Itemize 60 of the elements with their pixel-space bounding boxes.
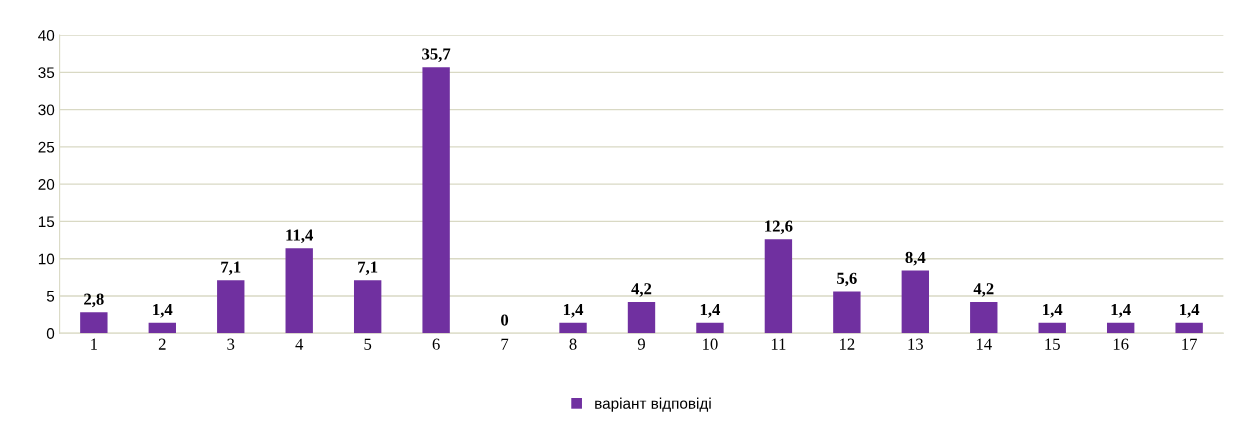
data-label: 1,4 <box>700 304 721 318</box>
y-tick-label: 25 <box>38 141 55 153</box>
x-tick-label: 13 <box>908 338 923 350</box>
y-tick-label: 30 <box>38 104 55 116</box>
legend-label: варіант відповіді <box>595 397 711 412</box>
x-tick-label: 16 <box>1113 338 1129 350</box>
data-label: 4,2 <box>631 283 652 297</box>
y-tick-label: 10 <box>38 253 55 265</box>
bar <box>1038 322 1066 334</box>
y-tick-label: 40 <box>38 29 55 41</box>
y-tick-label: 0 <box>46 328 55 339</box>
bar <box>148 322 176 334</box>
bar <box>559 322 587 334</box>
data-label: 7,1 <box>358 261 378 276</box>
bar <box>422 67 450 334</box>
x-tick-label: 14 <box>976 338 992 350</box>
x-tick-label: 4 <box>295 338 304 350</box>
data-label: 35,7 <box>422 48 451 63</box>
y-tick-label: 35 <box>38 67 55 79</box>
bar <box>696 322 724 334</box>
x-tick-label: 12 <box>839 338 855 350</box>
x-tick-label: 5 <box>364 338 372 350</box>
bar <box>833 291 861 334</box>
bar <box>1106 322 1135 334</box>
data-label: 2,8 <box>84 293 104 308</box>
bar <box>353 280 382 334</box>
x-tick-label: 9 <box>637 338 645 350</box>
bar <box>285 248 313 334</box>
bar <box>627 301 656 334</box>
data-label: 1,4 <box>153 304 173 318</box>
bar <box>1175 322 1203 334</box>
data-label: 1,4 <box>1111 304 1131 318</box>
x-tick-label: 1 <box>91 338 98 350</box>
data-label: 7,1 <box>221 261 241 276</box>
data-label: 11,4 <box>286 229 314 244</box>
bar <box>901 270 930 334</box>
bar <box>764 239 793 334</box>
x-tick-label: 17 <box>1182 338 1197 350</box>
x-tick-label: 15 <box>1045 338 1060 350</box>
data-label: 4,2 <box>973 283 994 297</box>
data-label: 8,4 <box>905 251 926 266</box>
data-label: 1,4 <box>1043 304 1063 318</box>
y-tick-label: 20 <box>38 179 55 190</box>
data-label: 1,4 <box>563 304 584 318</box>
x-tick-label: 10 <box>703 338 718 350</box>
x-tick-label: 2 <box>158 338 166 350</box>
x-tick-label: 3 <box>227 338 235 350</box>
data-label: 0 <box>501 314 509 326</box>
x-tick-label: 11 <box>771 338 786 350</box>
y-tick-label: 5 <box>46 290 55 302</box>
x-tick-label: 8 <box>569 338 577 350</box>
data-label: 5,6 <box>837 272 857 287</box>
bar <box>217 280 245 334</box>
bar <box>970 301 998 334</box>
y-tick-label: 15 <box>38 216 55 228</box>
x-tick-label: 6 <box>432 338 440 350</box>
bar <box>80 312 108 334</box>
data-label: 1,4 <box>1180 304 1200 318</box>
data-label: 12,6 <box>765 220 793 235</box>
x-tick-label: 7 <box>501 338 509 350</box>
